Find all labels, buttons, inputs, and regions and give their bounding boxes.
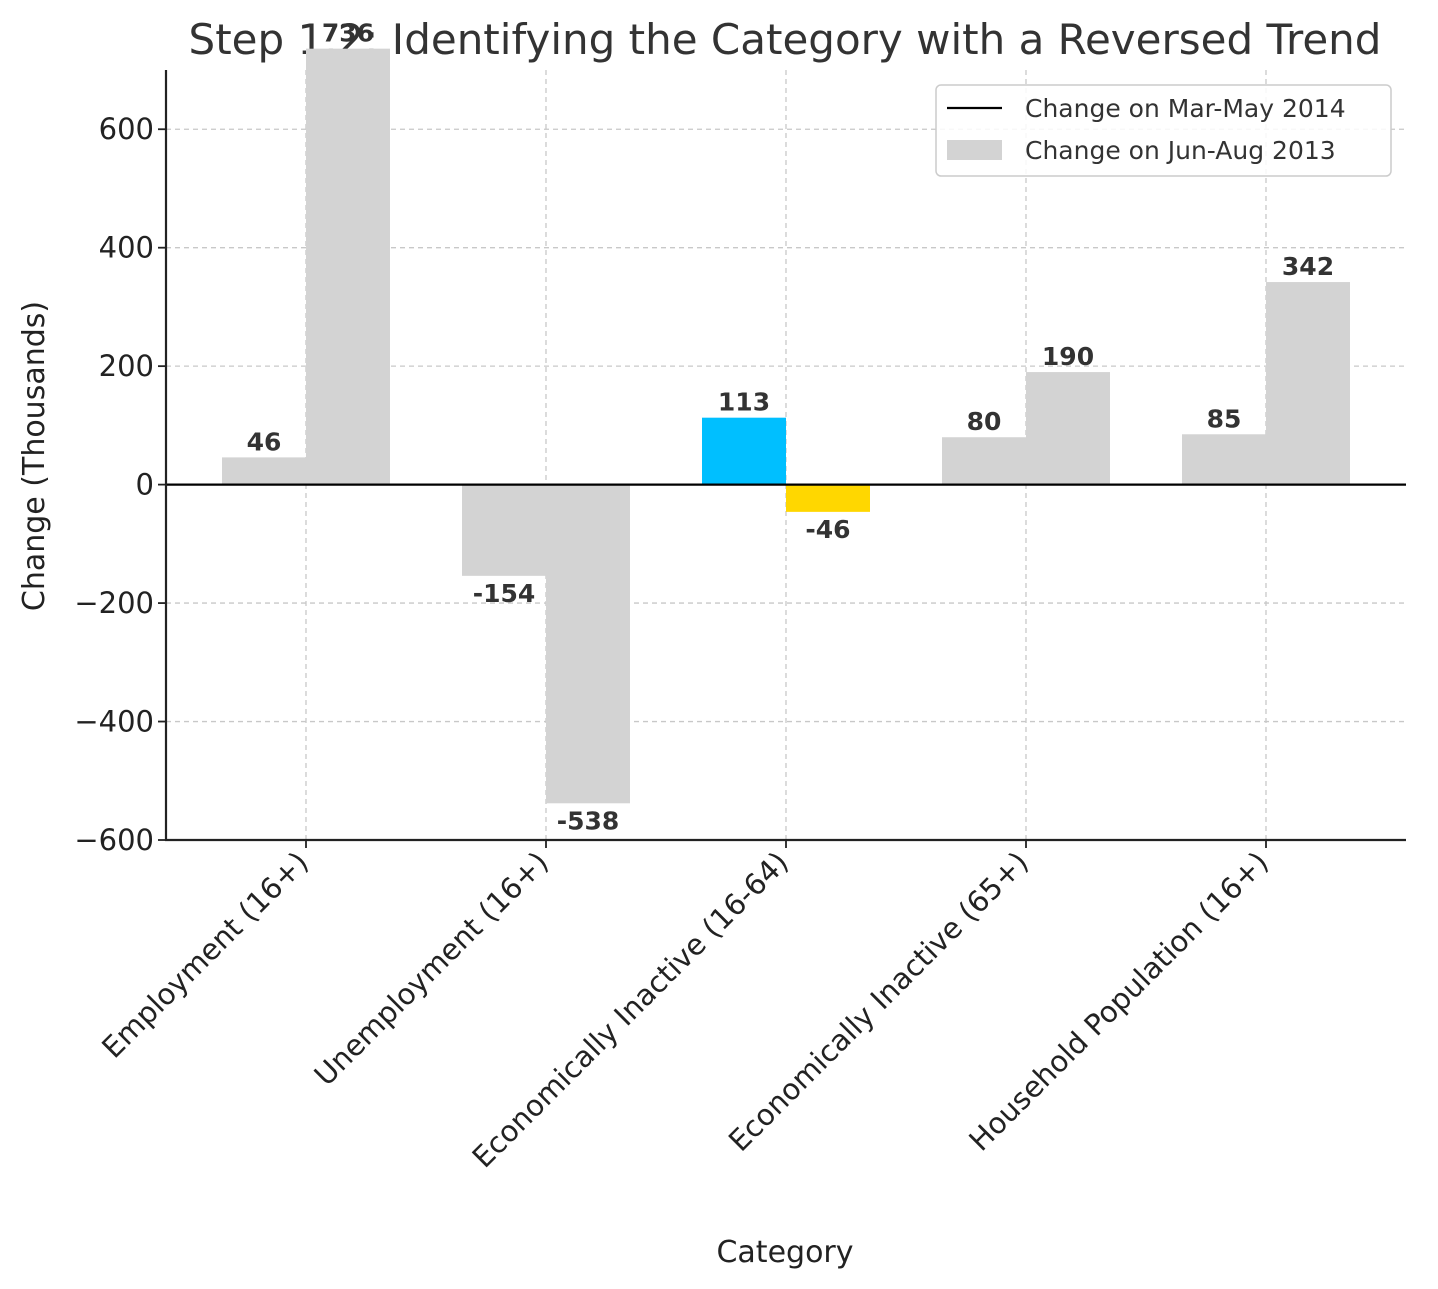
legend: Change on Mar-May 2014 Change on Jun-Aug …: [935, 84, 1392, 177]
bar-series1-1: [462, 484, 546, 576]
y-axis-ticks: −600 −400 −200 0 200 400 600: [74, 112, 166, 857]
bars: [222, 48, 1350, 804]
data-label-series1-1: -154: [473, 579, 536, 608]
legend-label-2: Change on Jun-Aug 2013: [1025, 136, 1336, 165]
data-label-series1-3: 80: [967, 407, 1002, 436]
data-label-series1-2: 113: [718, 388, 770, 417]
y-axis-label: Change (Thousands): [17, 301, 52, 611]
x-tick-label-0: Employment (16+): [95, 845, 315, 1065]
data-label-series1-4: 85: [1207, 404, 1242, 433]
y-tick-label-5: 400: [99, 231, 154, 265]
bar-series2-0: [306, 48, 390, 485]
bar-series2-2: [786, 484, 870, 512]
bar-series2-1: [546, 484, 630, 804]
data-labels: 46 -154 113 80 85 736 -538 -46 190 342: [247, 19, 1334, 836]
x-tick-label-1: Unemployment (16+): [307, 845, 554, 1092]
x-axis-ticks: Employment (16+)Unemployment (16+)Econom…: [95, 840, 1275, 1174]
bar-series1-2: [702, 417, 786, 485]
y-tick-label-1: −400: [74, 705, 154, 739]
data-label-series2-1: -538: [557, 806, 620, 835]
x-axis-label: Category: [716, 1235, 853, 1270]
y-tick-label-4: 200: [99, 349, 154, 383]
data-label-series2-4: 342: [1282, 252, 1334, 281]
bar-series1-3: [942, 437, 1026, 485]
legend-marker-2: [947, 140, 1002, 160]
bar-series1-4: [1182, 434, 1266, 485]
data-label-series2-2: -46: [805, 515, 850, 544]
bar-series1-0: [222, 457, 306, 485]
y-tick-label-3: 0: [136, 468, 154, 502]
y-tick-label-6: 600: [99, 112, 154, 146]
data-label-series2-3: 190: [1042, 342, 1094, 371]
y-tick-label-2: −200: [74, 586, 154, 620]
y-tick-label-0: −600: [74, 823, 154, 857]
legend-label-1: Change on Mar-May 2014: [1025, 94, 1346, 123]
legend-box: [935, 84, 1392, 177]
data-label-series1-0: 46: [247, 427, 282, 456]
data-label-series2-0: 736: [322, 19, 374, 48]
bar-series2-4: [1266, 282, 1350, 485]
bar-series2-3: [1026, 372, 1110, 485]
